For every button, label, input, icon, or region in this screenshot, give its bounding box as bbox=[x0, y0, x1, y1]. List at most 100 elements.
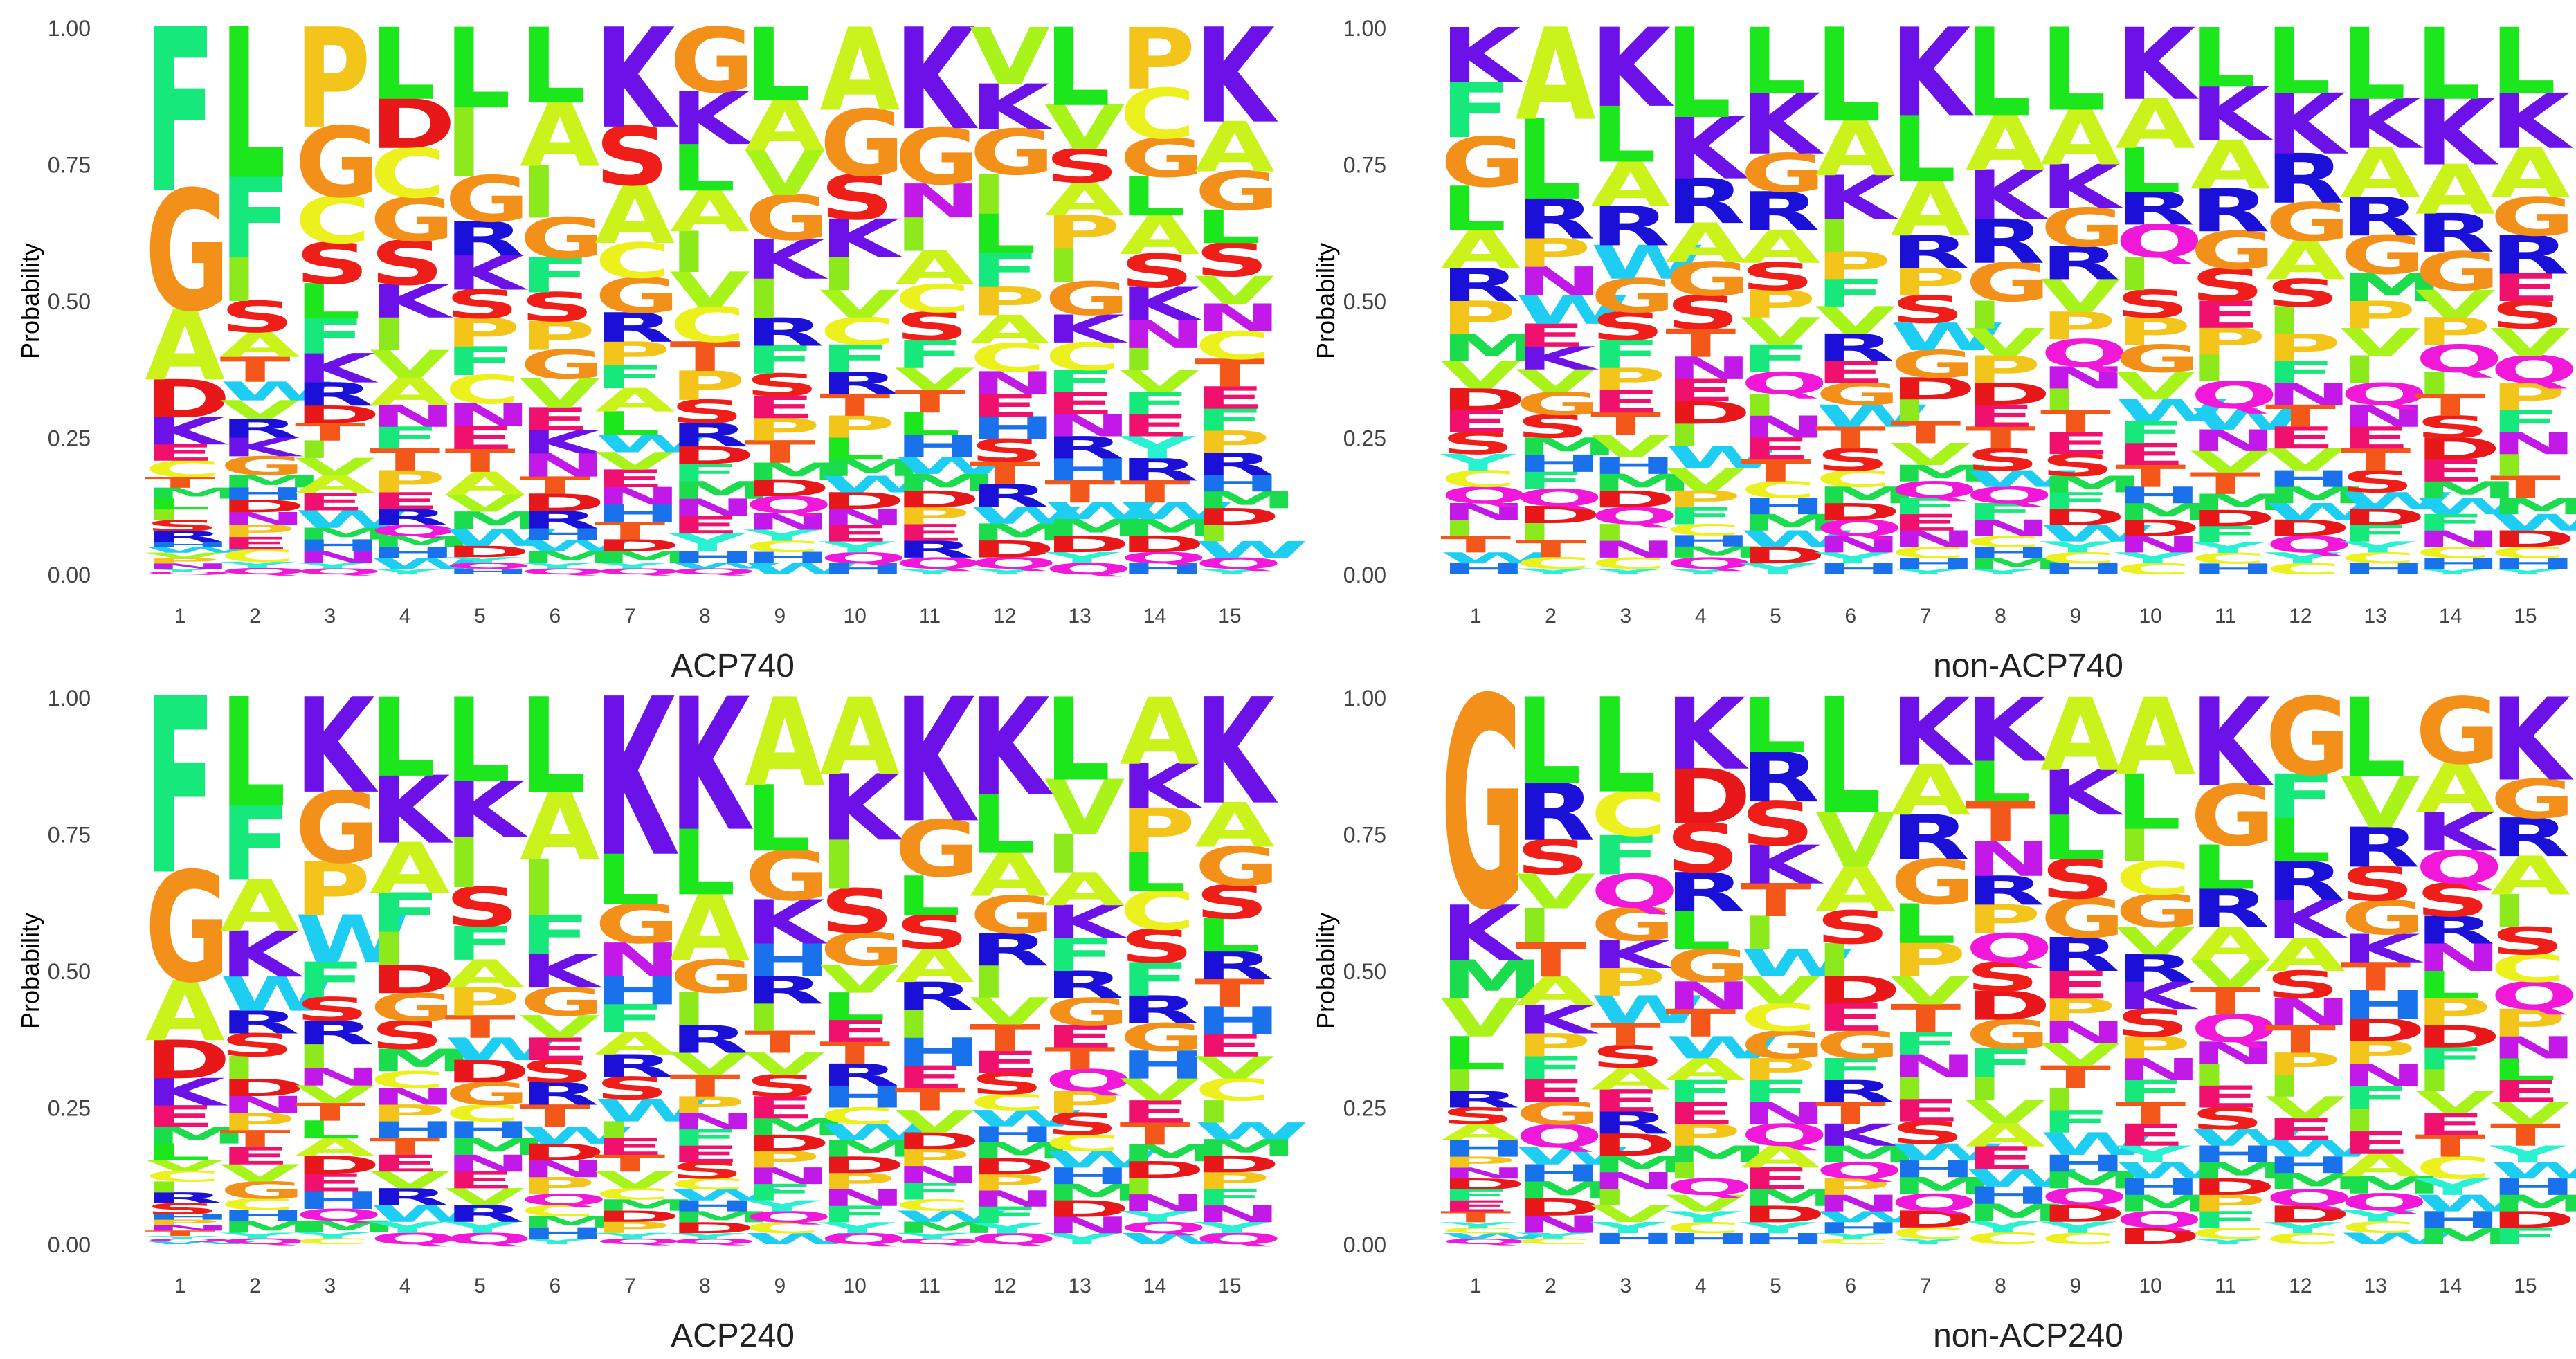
logo-letter: Y bbox=[2488, 567, 2566, 576]
logo-letter: C bbox=[1195, 323, 1271, 368]
logo-letter: T bbox=[2115, 459, 2186, 494]
logo-letter: T bbox=[595, 517, 665, 545]
logo-letter: Q bbox=[970, 554, 1058, 572]
logo-letter: W bbox=[2115, 394, 2229, 429]
logo-letter: L bbox=[2265, 9, 2331, 115]
logo-letter: C bbox=[745, 538, 821, 556]
logo-letter: L bbox=[2340, 675, 2406, 803]
logo-letter: D bbox=[220, 1074, 306, 1102]
logo-letter: G bbox=[445, 1076, 530, 1112]
logo-letter: K bbox=[1890, 3, 1974, 144]
x-tick-label: 10 bbox=[843, 605, 866, 628]
logo-letter: H bbox=[145, 540, 231, 549]
logo-letter: I bbox=[445, 88, 484, 199]
logo-letter: D bbox=[670, 441, 756, 470]
logo-letter: W bbox=[2340, 488, 2454, 515]
logo-letter: E bbox=[2415, 454, 2486, 489]
logo-letter: M bbox=[295, 525, 398, 543]
logo-letter: A bbox=[670, 876, 750, 982]
logo-letter: L bbox=[295, 274, 361, 330]
logo-letter: E bbox=[220, 1142, 291, 1170]
logo-letter: L bbox=[745, 7, 810, 125]
logo-letter: W bbox=[1195, 536, 1309, 563]
logo-letter: F bbox=[670, 1124, 741, 1151]
logo-letter: Y bbox=[668, 1232, 746, 1241]
logo-letter: P bbox=[1516, 230, 1592, 277]
y-tick-label: 1.00 bbox=[48, 686, 91, 711]
logo-letter: S bbox=[1195, 234, 1269, 287]
logo-letter: Q bbox=[445, 1230, 533, 1248]
logo-letter: T bbox=[2190, 466, 2261, 501]
x-tick-label: 13 bbox=[2364, 605, 2386, 628]
x-tick-label: 1 bbox=[174, 1275, 186, 1297]
logo-letter: D bbox=[1120, 531, 1206, 558]
logo-letter: H bbox=[745, 549, 831, 567]
logo-letter: K bbox=[1890, 678, 1974, 787]
logo-letter: W bbox=[520, 1122, 634, 1149]
logo-letter: F bbox=[595, 996, 665, 1041]
x-tick-label: 11 bbox=[919, 605, 941, 628]
logo-letter: I bbox=[2415, 366, 2454, 401]
logo-letter: Y bbox=[293, 561, 371, 571]
y-tick-label: 1.00 bbox=[1343, 686, 1386, 711]
logo-letter: M bbox=[1966, 555, 2069, 572]
y-tick-label: 0.75 bbox=[48, 153, 91, 178]
logo-letter: P bbox=[819, 1168, 896, 1195]
logo-letter: I bbox=[1665, 417, 1704, 453]
logo-letter: N bbox=[220, 509, 307, 529]
logo-letter: M bbox=[1440, 326, 1543, 370]
logo-letter: V bbox=[1440, 353, 1521, 397]
logo-letter: G bbox=[670, 10, 755, 113]
logo-letter: L bbox=[445, 5, 511, 134]
logo-letter: A bbox=[819, 5, 900, 137]
logo-letter: S bbox=[819, 163, 894, 233]
logo-letter: W bbox=[595, 1093, 709, 1129]
logo-letter: W bbox=[2265, 498, 2379, 525]
y-tick-label: 0.25 bbox=[48, 1096, 91, 1121]
x-tick-label: 6 bbox=[549, 605, 561, 628]
logo-letter: F bbox=[145, 0, 215, 244]
logo-letter: P bbox=[1815, 244, 1892, 288]
logo-letter: R bbox=[295, 376, 374, 413]
logo-letter: K bbox=[670, 659, 754, 872]
logo-letter: G bbox=[745, 836, 830, 915]
logo-letter: P bbox=[295, 0, 371, 159]
logo-letter: R bbox=[295, 1014, 374, 1052]
logo-letter: M bbox=[1195, 486, 1298, 513]
logo-letter: A bbox=[895, 241, 975, 295]
logo-letter: D bbox=[1440, 383, 1526, 418]
logo-letter: D bbox=[1516, 501, 1602, 529]
logo-letter: C bbox=[595, 1185, 671, 1203]
logo-letter: C bbox=[2265, 560, 2341, 578]
logo-letter: D bbox=[895, 486, 981, 513]
logo-letter: K bbox=[595, 653, 678, 905]
logo-letter: W bbox=[2415, 493, 2530, 520]
logo-letter: H bbox=[370, 1117, 456, 1144]
logo-letter: A bbox=[595, 167, 675, 262]
logo-letter: R bbox=[745, 309, 824, 354]
logo-letter: G bbox=[295, 107, 380, 219]
logo-letter: S bbox=[220, 293, 295, 343]
logo-letter: D bbox=[295, 1151, 381, 1179]
logo-letter: V bbox=[1665, 462, 1745, 498]
logo-letter: M bbox=[2190, 489, 2294, 516]
logo-letter: L bbox=[819, 432, 885, 467]
logo-letter: M bbox=[2490, 493, 2576, 520]
logo-letter: C bbox=[895, 1196, 971, 1214]
x-tick-label: 7 bbox=[624, 1275, 636, 1297]
x-tick-label: 5 bbox=[1770, 605, 1781, 628]
logo-letter: Y bbox=[893, 1232, 971, 1241]
logo-letter: W bbox=[819, 471, 934, 498]
logo-letter: Q bbox=[1590, 502, 1678, 529]
logo-letter: A bbox=[1815, 104, 1896, 193]
logo-letter: W bbox=[1815, 399, 1930, 435]
y-tick-label: 0.75 bbox=[48, 823, 91, 848]
logo-letter: H bbox=[1741, 493, 1827, 520]
logo-letter: H bbox=[2415, 555, 2502, 572]
logo-letter: S bbox=[1966, 443, 2040, 478]
logo-letter: R bbox=[670, 1017, 750, 1061]
logo-letter: D bbox=[970, 536, 1055, 563]
logo-letter: F bbox=[1120, 386, 1190, 422]
logo-letter: C bbox=[819, 309, 896, 354]
logo-letter: I bbox=[295, 1038, 334, 1076]
